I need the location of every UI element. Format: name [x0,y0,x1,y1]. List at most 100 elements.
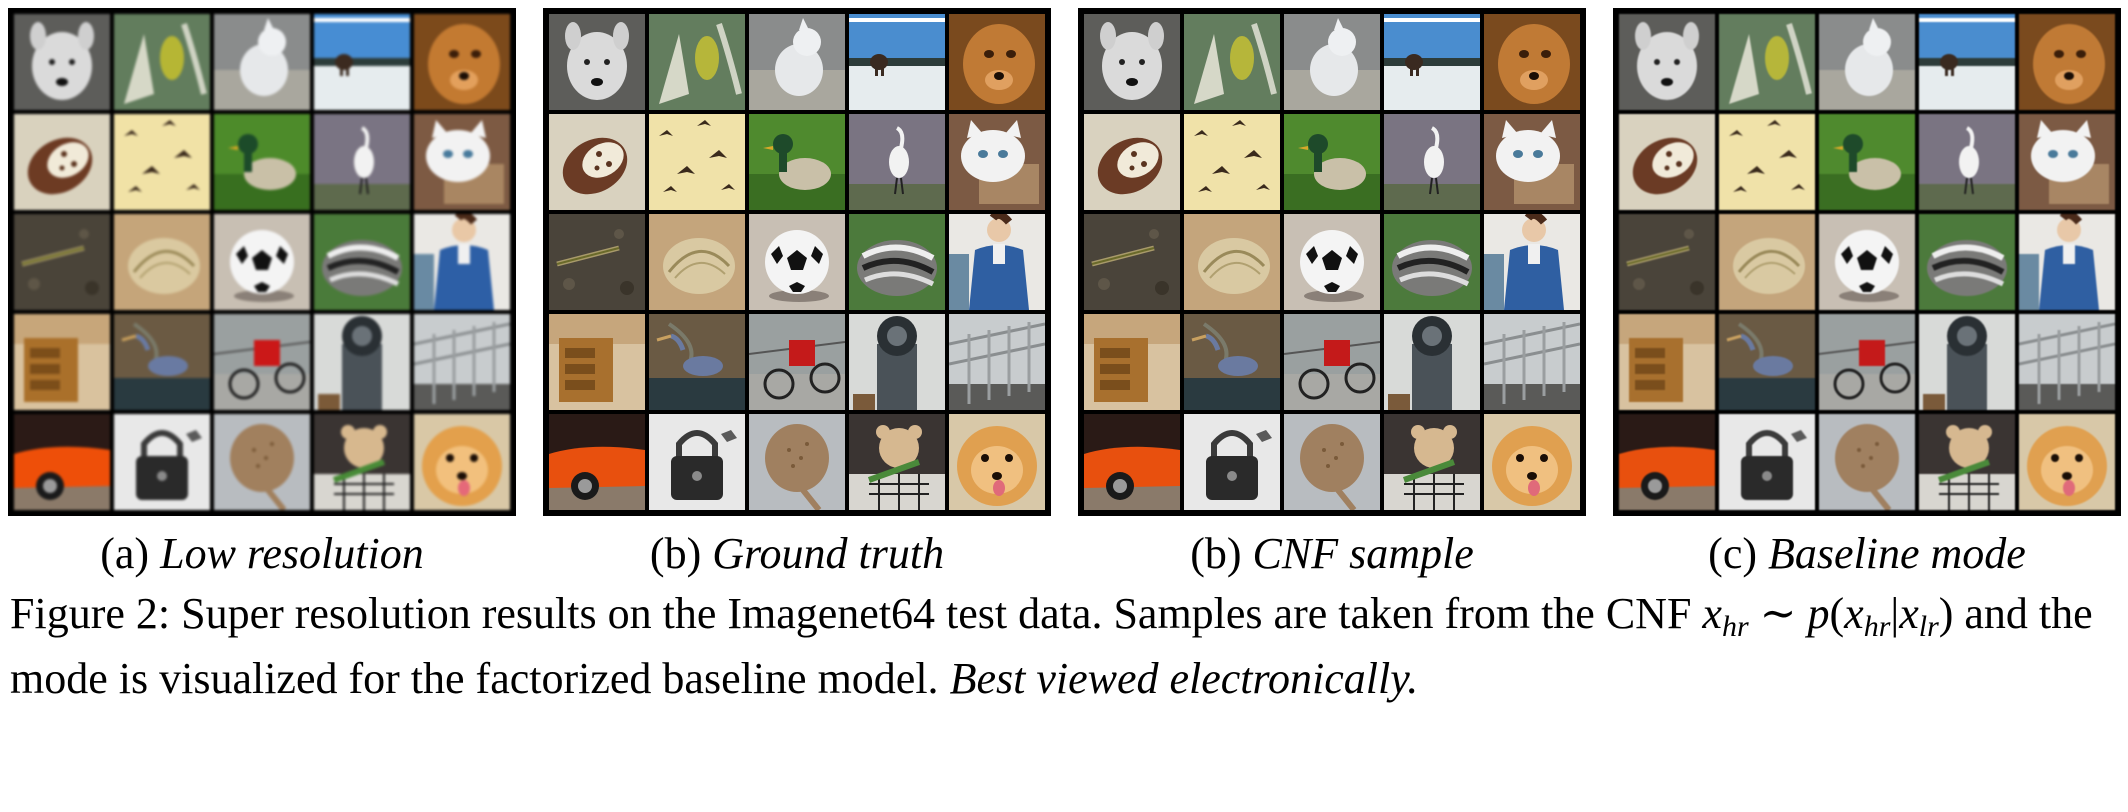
image-tile-brown-dog [414,14,510,110]
image-tile-birds-sky [649,114,745,210]
image-tile-shell-pale [114,214,210,310]
image-tile-shell [1619,114,1715,210]
image-tile-teddy-bear [849,414,945,510]
image-tile-heron [1719,314,1815,410]
image-tile-shell [14,114,110,210]
image-tile-woman-sweater [2019,214,2115,310]
image-tile-twig-ground [14,214,110,310]
image-tile-egret [1384,114,1480,210]
image-tile-twig-ground [549,214,645,310]
image-tile-heron [649,314,745,410]
image-tile-rickshaw [1819,314,1915,410]
subfigure-label-b2: (b) CNF sample [1190,529,1474,578]
image-tile-birds-sky [114,114,210,210]
image-tile-pomeranian [949,414,1045,510]
image-tile-cat-box [2019,114,2115,210]
panel-baseline-mode [1613,8,2121,516]
image-tile-brown-dog [949,14,1045,110]
image-tile-cat-box [414,114,510,210]
image-tile-railing [2019,314,2115,410]
image-tile-fly-swatter [1819,414,1915,510]
image-tile-white-dog [14,14,110,110]
image-tile-teddy-bear [314,414,410,510]
image-tile-duck-grass [1284,114,1380,210]
panel-ground-truth [543,8,1051,516]
subfigure-label-c: (c) Baseline mode [1708,529,2026,578]
image-tile-lens-object [1919,314,2015,410]
image-tile-brown-dog [2019,14,2115,110]
image-tile-orange-car [14,414,110,510]
image-tile-rickshaw [214,314,310,410]
image-tile-birds-sky [1719,114,1815,210]
image-grid [1619,14,2115,510]
image-tile-plant [114,14,210,110]
image-tile-padlock [1719,414,1815,510]
image-tile-egret [1919,114,2015,210]
image-tile-elephant-beach [1919,14,2015,110]
image-tile-woman-sweater [1484,214,1580,310]
image-tile-soccer-ball [214,214,310,310]
image-tile-lens-object [1384,314,1480,410]
image-tile-woman-sweater [414,214,510,310]
image-tile-padlock [1184,414,1280,510]
image-tile-woman-sweater [949,214,1045,310]
image-tile-egret [849,114,945,210]
image-tile-white-dog [549,14,645,110]
image-tile-lens-object [314,314,410,410]
caption-text-2: and the mode is visualized for the facto… [10,589,2093,703]
image-tile-lens-object [849,314,945,410]
caption-math: xhr ∼ p(xhr|xlr) [1702,589,1954,643]
image-grid [1084,14,1580,510]
image-tile-white-dog [1619,14,1715,110]
image-tile-railing [414,314,510,410]
caption-emphasis: Best viewed electronically. [949,654,1419,703]
image-tile-heron [114,314,210,410]
figure-caption: Figure 2: Super resolution results on th… [10,588,2118,705]
image-tile-badger [1384,214,1480,310]
image-tile-railing [1484,314,1580,410]
image-tile-twig-ground [1084,214,1180,310]
image-tile-rickshaw [749,314,845,410]
image-tile-duck-grass [1819,114,1915,210]
image-tile-orange-car [1619,414,1715,510]
image-tile-rickshaw [1284,314,1380,410]
image-tile-shell [549,114,645,210]
image-tile-white-fox [214,14,310,110]
image-tile-elephant-beach [314,14,410,110]
image-tile-white-fox [1284,14,1380,110]
image-tile-soccer-ball [1284,214,1380,310]
image-tile-padlock [649,414,745,510]
image-tile-white-fox [749,14,845,110]
image-tile-badger [314,214,410,310]
image-tile-cat-box [1484,114,1580,210]
image-tile-pomeranian [1484,414,1580,510]
image-tile-elephant-beach [1384,14,1480,110]
caption-text-1: Figure 2: Super resolution results on th… [10,589,1692,638]
image-tile-shell-pale [1184,214,1280,310]
image-tile-dresser [1619,314,1715,410]
image-tile-heron [1184,314,1280,410]
image-tile-duck-grass [749,114,845,210]
image-tile-pomeranian [414,414,510,510]
image-tile-badger [1919,214,2015,310]
image-tile-plant [1719,14,1815,110]
image-tile-railing [949,314,1045,410]
image-tile-egret [314,114,410,210]
image-tile-elephant-beach [849,14,945,110]
image-tile-pomeranian [2019,414,2115,510]
image-tile-orange-car [1084,414,1180,510]
image-tile-soccer-ball [749,214,845,310]
image-tile-twig-ground [1619,214,1715,310]
image-tile-birds-sky [1184,114,1280,210]
image-tile-fly-swatter [214,414,310,510]
panel-low-resolution [8,8,516,516]
image-tile-teddy-bear [1384,414,1480,510]
image-tile-shell-pale [1719,214,1815,310]
image-grid [549,14,1045,510]
subfigure-label-b: (b) Ground truth [649,529,945,578]
image-tile-shell-pale [649,214,745,310]
image-tile-teddy-bear [1919,414,2015,510]
image-tile-soccer-ball [1819,214,1915,310]
image-tile-padlock [114,414,210,510]
image-grid [14,14,510,510]
